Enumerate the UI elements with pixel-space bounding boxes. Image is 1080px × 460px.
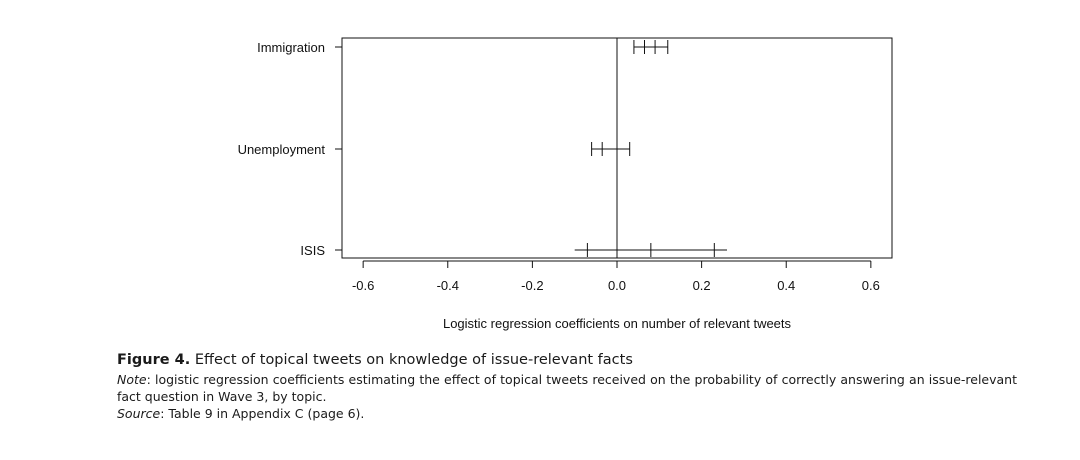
x-tick-label: 0.2 [693, 278, 711, 293]
x-tick-label: 0.4 [777, 278, 795, 293]
figure-title: Effect of topical tweets on knowledge of… [194, 352, 633, 368]
x-tick-label: 0.0 [608, 278, 626, 293]
estimate-immigration [633, 40, 669, 54]
note-label: Note [117, 372, 147, 387]
coefficient-plot: Immigration Unemployment ISIS -0.6 -0.4 -0.2… [238, 37, 893, 331]
source-text: : Table 9 in Appendix C (page 6). [160, 406, 365, 421]
figure-caption: Figure 4. Effect of topical tweets on kn… [117, 352, 1017, 422]
caption-title-line: Figure 4. Effect of topical tweets on kn… [117, 352, 1017, 368]
y-category-label: Immigration [257, 40, 325, 55]
x-tick-label: 0.6 [862, 278, 880, 293]
y-axis: Immigration Unemployment ISIS [238, 40, 342, 258]
x-axis: -0.6 -0.4 -0.2 0.0 0.2 0.4 0.6 [352, 260, 880, 293]
x-axis-title: Logistic regression coefficients on numb… [443, 316, 792, 331]
coefficient-series [574, 40, 727, 257]
x-tick-label: -0.4 [437, 278, 459, 293]
caption-source: Source: Table 9 in Appendix C (page 6). [117, 405, 1017, 422]
source-label: Source [117, 406, 161, 421]
caption-note: Note: logistic regression coefficients e… [117, 371, 1017, 405]
figure-label: Figure 4. [117, 352, 191, 368]
x-tick-label: -0.2 [521, 278, 543, 293]
x-tick-label: -0.6 [352, 278, 374, 293]
estimate-isis [574, 243, 727, 257]
estimate-unemployment [591, 142, 631, 156]
y-category-label: ISIS [300, 243, 325, 258]
note-text: : logistic regression coefficients estim… [117, 372, 1017, 404]
y-category-label: Unemployment [238, 142, 326, 157]
